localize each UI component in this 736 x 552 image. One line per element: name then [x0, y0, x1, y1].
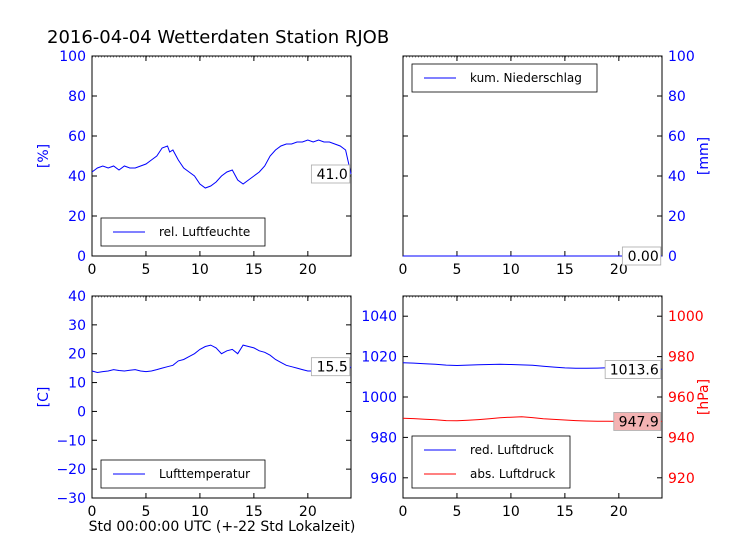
- y-tick-label-right: 100: [668, 49, 695, 65]
- y-tick-label: 960: [370, 471, 397, 487]
- x-tick-label: 5: [452, 504, 461, 520]
- y-tick-label: −30: [56, 491, 86, 507]
- chart-panel-1: 0 5 10 15 20 0 20 40 60 80 100 [%] 41.0 rel. Luftfeuc…: [36, 49, 352, 278]
- x-tick-label: 15: [556, 504, 574, 520]
- y-tick-label-right: 920: [668, 471, 695, 487]
- legend-entry: kum. Niederschlag: [470, 71, 582, 85]
- current-value-right-label-box: [613, 412, 662, 431]
- y-tick-label: 0: [77, 404, 86, 420]
- bottom-xlabel: Std 00:00:00 UTC (+-22 Std Lokalzeit): [89, 519, 356, 535]
- y-tick-label-right: 40: [668, 169, 686, 185]
- x-tick-label: 5: [452, 262, 461, 278]
- y-tick-label-right: 60: [668, 129, 686, 145]
- legend-entry: red. Luftdruck: [470, 443, 554, 457]
- y-tick-label-right: 1000: [668, 309, 704, 325]
- y-axis-label: [mm]: [696, 137, 712, 175]
- y-tick-label: 80: [68, 89, 86, 105]
- plot-frame: [91, 295, 352, 499]
- y-tick-label: 1000: [361, 390, 397, 406]
- y-tick-label-right: 0: [668, 249, 677, 265]
- x-tick-label: 20: [610, 262, 628, 278]
- x-tick-label: 15: [245, 262, 263, 278]
- y-tick-label: 30: [68, 318, 86, 334]
- y-tick-label: 1020: [361, 350, 397, 366]
- current-value-left-label-box: [604, 360, 662, 379]
- y-tick-label: 980: [370, 430, 397, 446]
- x-tick-label: 10: [502, 504, 520, 520]
- x-tick-label: 10: [191, 504, 209, 520]
- x-tick-label: 10: [191, 262, 209, 278]
- x-tick-label: 5: [141, 262, 150, 278]
- chart-panel-4: 0 5 10 15 20 960 980 1000 1020 1040 920 940 960 980 10…: [361, 295, 712, 520]
- current-value-label: 0.00: [628, 249, 659, 265]
- current-value-label: 41.0: [317, 167, 348, 183]
- y-tick-label: 40: [68, 169, 86, 185]
- current-value-right-label: 947.9: [619, 414, 659, 430]
- series-line-1: [91, 139, 352, 189]
- y-tick-label-right: 80: [668, 89, 686, 105]
- current-value-label: 15.5: [317, 360, 348, 376]
- y-tick-label: 20: [68, 347, 86, 363]
- y-axis-label: [hPa]: [696, 379, 712, 415]
- x-tick-label: 10: [502, 262, 520, 278]
- y-tick-label: −10: [56, 433, 86, 449]
- x-tick-label: 15: [556, 262, 574, 278]
- y-tick-label: −20: [56, 462, 86, 478]
- y-tick-label: 60: [68, 129, 86, 145]
- series-line-1: [91, 344, 352, 375]
- page-title: 2016-04-04 Wetterdaten Station RJOB: [47, 27, 389, 48]
- x-tick-label: 15: [245, 504, 263, 520]
- y-axis-label: [%]: [36, 144, 52, 168]
- y-tick-label: 40: [68, 289, 86, 305]
- y-tick-label: 100: [59, 49, 86, 65]
- legend: kum. Niederschlag: [411, 63, 598, 93]
- y-tick-label: 1040: [361, 309, 397, 325]
- current-value-left-label: 1013.6: [610, 363, 659, 379]
- x-tick-label: 20: [299, 262, 317, 278]
- current-value-label-box: [310, 357, 351, 377]
- legend: red. Luftdruck abs. Luftdruck: [411, 435, 571, 489]
- x-tick-label: 0: [399, 262, 408, 278]
- legend-entry: abs. Luftdruck: [470, 467, 555, 481]
- current-value-label-box: [310, 164, 351, 184]
- legend: rel. Luftfeuchte: [100, 217, 266, 247]
- y-tick-label-right: 940: [668, 430, 695, 446]
- x-tick-label: 20: [299, 504, 317, 520]
- x-tick-label: 0: [88, 262, 97, 278]
- chart-panel-2: 0 5 10 15 20 0 20 40 60 80 100 [mm] 0.00 kum. Nieders…: [399, 49, 712, 278]
- y-tick-label-right: 980: [668, 350, 695, 366]
- y-tick-label: 20: [68, 209, 86, 225]
- y-tick-label: 0: [77, 249, 86, 265]
- x-tick-label: 5: [141, 504, 150, 520]
- x-tick-label: 0: [399, 504, 408, 520]
- plot-frame: [91, 55, 352, 257]
- y-tick-label-right: 960: [668, 390, 695, 406]
- y-tick-label-right: 20: [668, 209, 686, 225]
- y-tick-label: 10: [68, 376, 86, 392]
- legend-entry: Lufttemperatur: [159, 467, 250, 481]
- legend-entry: rel. Luftfeuchte: [159, 225, 250, 239]
- x-tick-label: 20: [610, 504, 628, 520]
- x-tick-label: 0: [88, 504, 97, 520]
- current-value-label-box: [621, 246, 662, 266]
- legend-box: [411, 435, 571, 489]
- legend: Lufttemperatur: [100, 459, 266, 489]
- chart-panel-3: 0 5 10 15 20 −30 −20 −10 0 10 20 30 40 [C] 15.5 Lufttem…: [36, 289, 352, 520]
- y-axis-label: [C]: [36, 387, 52, 408]
